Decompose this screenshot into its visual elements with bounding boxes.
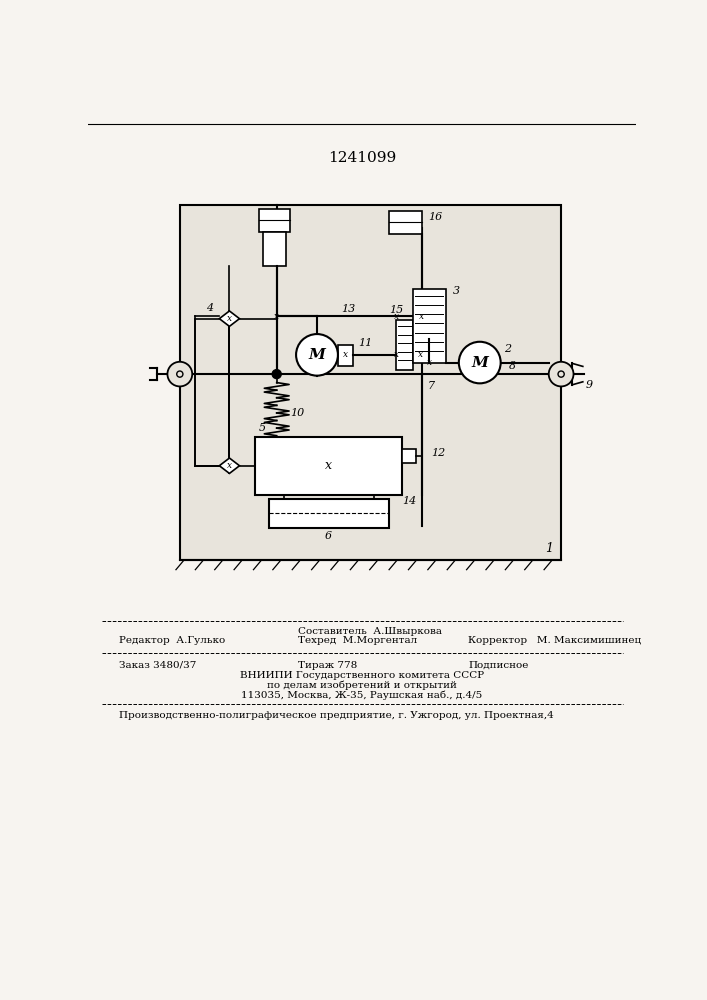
Polygon shape [219, 458, 240, 473]
Text: M: M [308, 348, 325, 362]
Text: x: x [343, 350, 349, 359]
Text: x: x [394, 350, 399, 359]
Text: x: x [274, 370, 279, 379]
Bar [259, 209, 290, 232]
Bar [389, 211, 421, 234]
Text: 15: 15 [389, 305, 403, 315]
Bar [180, 205, 561, 560]
Text: Заказ 3480/37: Заказ 3480/37 [119, 661, 197, 670]
Text: 5: 5 [259, 423, 266, 433]
Text: Техред  М.Моргентал: Техред М.Моргентал [298, 636, 417, 645]
Text: Корректор   М. Максимишинец: Корректор М. Максимишинец [468, 636, 641, 645]
Text: 12: 12 [431, 448, 445, 458]
Circle shape [549, 362, 573, 386]
Text: 113035, Москва, Ж-35, Раушская наб., д.4/5: 113035, Москва, Ж-35, Раушская наб., д.4… [241, 691, 483, 700]
Text: Подписное: Подписное [468, 661, 529, 670]
Circle shape [459, 342, 501, 383]
Circle shape [272, 369, 281, 379]
Text: 3: 3 [452, 286, 460, 296]
Bar [402, 449, 416, 463]
Text: 16: 16 [428, 212, 442, 222]
Text: x: x [325, 459, 332, 472]
Text: Редактор  А.Гулько: Редактор А.Гулько [119, 636, 226, 645]
Text: x: x [419, 312, 424, 321]
Bar [396, 320, 413, 370]
Bar [263, 232, 286, 266]
Circle shape [168, 362, 192, 386]
Text: M: M [472, 356, 489, 370]
Text: 11: 11 [358, 338, 373, 348]
Bar [338, 345, 354, 366]
Text: x: x [227, 314, 232, 323]
Text: 13: 13 [341, 304, 355, 314]
Text: Тираж 778: Тираж 778 [298, 661, 357, 670]
Text: x: x [427, 358, 432, 367]
Polygon shape [219, 311, 240, 326]
Text: по делам изобретений и открытий: по делам изобретений и открытий [267, 681, 457, 690]
Text: 1: 1 [546, 542, 554, 555]
Bar [269, 499, 389, 528]
Text: 9: 9 [585, 380, 592, 390]
Circle shape [296, 334, 338, 376]
Text: Производственно-полиграфическое предприятие, г. Ужгород, ул. Проектная,4: Производственно-полиграфическое предприя… [119, 711, 554, 720]
Circle shape [558, 371, 564, 377]
Text: 2: 2 [504, 344, 511, 354]
Bar [413, 289, 445, 363]
Text: x: x [274, 312, 279, 321]
Text: ВНИИПИ Государственного комитета СССР: ВНИИПИ Государственного комитета СССР [240, 671, 484, 680]
Text: Составитель  А.Швыркова: Составитель А.Швыркова [298, 627, 442, 636]
Text: 1241099: 1241099 [328, 151, 396, 165]
Text: 7: 7 [427, 381, 435, 391]
Text: 14: 14 [402, 496, 416, 506]
Text: 4: 4 [206, 303, 214, 313]
Text: x: x [419, 350, 423, 359]
Circle shape [177, 371, 183, 377]
Text: 8: 8 [509, 361, 516, 371]
Text: 10: 10 [291, 408, 305, 418]
Text: 6: 6 [325, 531, 332, 541]
Text: x: x [394, 312, 399, 321]
Text: x: x [227, 461, 232, 470]
Bar [255, 437, 402, 495]
